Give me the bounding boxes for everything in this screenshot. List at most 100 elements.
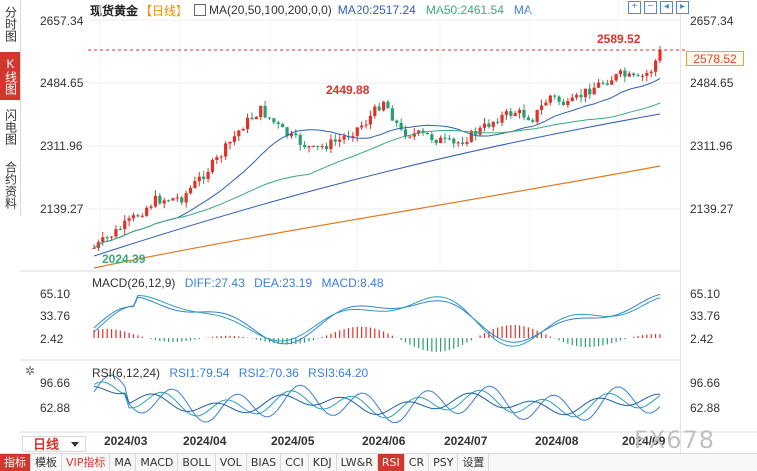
- candle-body: [109, 236, 114, 238]
- rsi1-value: RSI1:79.54: [169, 366, 230, 380]
- macd-dea: DEA:23.19: [254, 276, 313, 290]
- zoom-in-icon[interactable]: +: [628, 1, 641, 14]
- candle-body: [460, 142, 465, 144]
- rsi-header: RSI(6,12,24) RSI1:79.54 RSI2:70.36 RSI3:…: [92, 366, 374, 380]
- tab-kdj[interactable]: KDJ: [309, 454, 337, 471]
- price-axis-left-label: 2657.34: [40, 14, 84, 28]
- date-label: 2024/06: [362, 434, 406, 448]
- candle-body: [579, 94, 583, 98]
- tab-boll[interactable]: BOLL: [178, 454, 216, 471]
- candle-body: [259, 105, 263, 118]
- tab-ma[interactable]: MA: [110, 454, 137, 471]
- macd-axis-left-label: 65.10: [40, 287, 71, 301]
- candle-body: [570, 97, 574, 102]
- candle-body: [355, 127, 359, 136]
- price-axis-right-label: 2484.65: [690, 76, 734, 90]
- tab-time-chart[interactable]: 分时图: [3, 6, 18, 42]
- candle-body: [640, 75, 645, 77]
- candle-body: [408, 136, 412, 138]
- candle-body: [465, 141, 469, 144]
- candle-body: [92, 247, 96, 249]
- tab-indicators[interactable]: 指标: [0, 454, 31, 471]
- candle-body: [522, 109, 526, 118]
- scroll-right-icon[interactable]: ▸: [676, 1, 689, 14]
- candle-body: [596, 82, 601, 88]
- candle-body: [561, 101, 566, 106]
- ma-label-extra: MA: [513, 3, 532, 17]
- ma100-line: [93, 113, 661, 257]
- tab-vip-indicators[interactable]: VIP指标: [62, 454, 111, 471]
- tab-cr[interactable]: CR: [405, 454, 430, 471]
- rsi-axis-right-label: 62.88: [690, 401, 721, 415]
- candle-body: [237, 130, 241, 137]
- candle-body: [478, 127, 482, 135]
- ma50-value: MA50:2461.54: [425, 3, 504, 17]
- candle-body: [263, 105, 267, 118]
- candle-body: [188, 188, 193, 194]
- candle-body: [531, 120, 535, 122]
- date-label: 2024/07: [444, 434, 488, 448]
- candle-body: [439, 137, 443, 144]
- candle-body: [320, 146, 324, 148]
- candle-body: [544, 102, 548, 106]
- candle-body: [575, 94, 579, 98]
- scroll-left-icon[interactable]: ◂: [660, 1, 673, 14]
- candle-body: [373, 106, 377, 116]
- candle-body: [131, 215, 136, 219]
- candle-body: [434, 139, 438, 144]
- tab-rsi[interactable]: RSI: [377, 454, 405, 471]
- tab-lwr[interactable]: LW&R: [337, 454, 378, 471]
- tab-bias[interactable]: BIAS: [247, 454, 282, 471]
- candle-body: [158, 195, 162, 204]
- rsi-settings-gear-icon[interactable]: ✲: [24, 364, 36, 378]
- candle-body: [452, 138, 456, 144]
- candle-body: [215, 157, 219, 160]
- candle-body: [329, 139, 333, 150]
- rsi-title[interactable]: RSI(6,12,24): [92, 366, 161, 380]
- candle-body: [649, 71, 653, 73]
- low-annotation: 2024.39: [102, 252, 146, 266]
- tab-k-line[interactable]: K线图: [0, 52, 20, 100]
- candle-body: [500, 114, 504, 123]
- candle-body: [425, 132, 430, 135]
- tab-psy[interactable]: PSY: [429, 454, 459, 471]
- macd-axis-right-label: 2.42: [690, 332, 714, 346]
- candle-body: [101, 237, 105, 243]
- zoom-out-icon[interactable]: −: [644, 1, 657, 14]
- candle-body: [180, 197, 184, 203]
- candle-body: [281, 123, 285, 128]
- tab-flash-chart[interactable]: 闪电图: [3, 109, 18, 145]
- candle-body: [430, 134, 434, 140]
- candle-body: [338, 139, 342, 142]
- tab-settings[interactable]: 设置: [458, 454, 490, 471]
- candle-body: [417, 130, 421, 134]
- period-select[interactable]: 日线: [22, 436, 86, 452]
- candle-body: [386, 101, 390, 109]
- macd-axis-right-label: 65.10: [690, 287, 721, 301]
- candle-body: [526, 117, 530, 121]
- candle-body: [614, 74, 618, 81]
- candle-body: [399, 122, 403, 130]
- period-label[interactable]: 【日线】: [140, 3, 189, 18]
- ma20-line: [93, 78, 661, 249]
- tab-cci[interactable]: CCI: [281, 454, 309, 471]
- rsi3-value: RSI3:64.20: [308, 366, 369, 380]
- tab-macd[interactable]: MACD: [136, 454, 179, 471]
- ma-settings-icon[interactable]: [194, 4, 207, 16]
- tab-contract-info[interactable]: 合约资料: [3, 161, 18, 209]
- date-label: 2024/04: [183, 434, 227, 448]
- candle-body: [658, 49, 662, 61]
- tab-vol[interactable]: VOL: [216, 454, 247, 471]
- candle-body: [289, 133, 294, 137]
- candle-body: [509, 111, 513, 116]
- candle-body: [557, 96, 561, 102]
- candle-body: [535, 109, 539, 122]
- tab-templates[interactable]: 模板: [31, 454, 62, 471]
- candle-body: [447, 138, 451, 140]
- date-label: 2024/05: [271, 434, 315, 448]
- macd-title[interactable]: MACD(26,12,9): [92, 276, 176, 290]
- candle-body: [324, 146, 329, 150]
- candle-body: [645, 72, 649, 76]
- rsi2-value: RSI2:70.36: [238, 366, 299, 380]
